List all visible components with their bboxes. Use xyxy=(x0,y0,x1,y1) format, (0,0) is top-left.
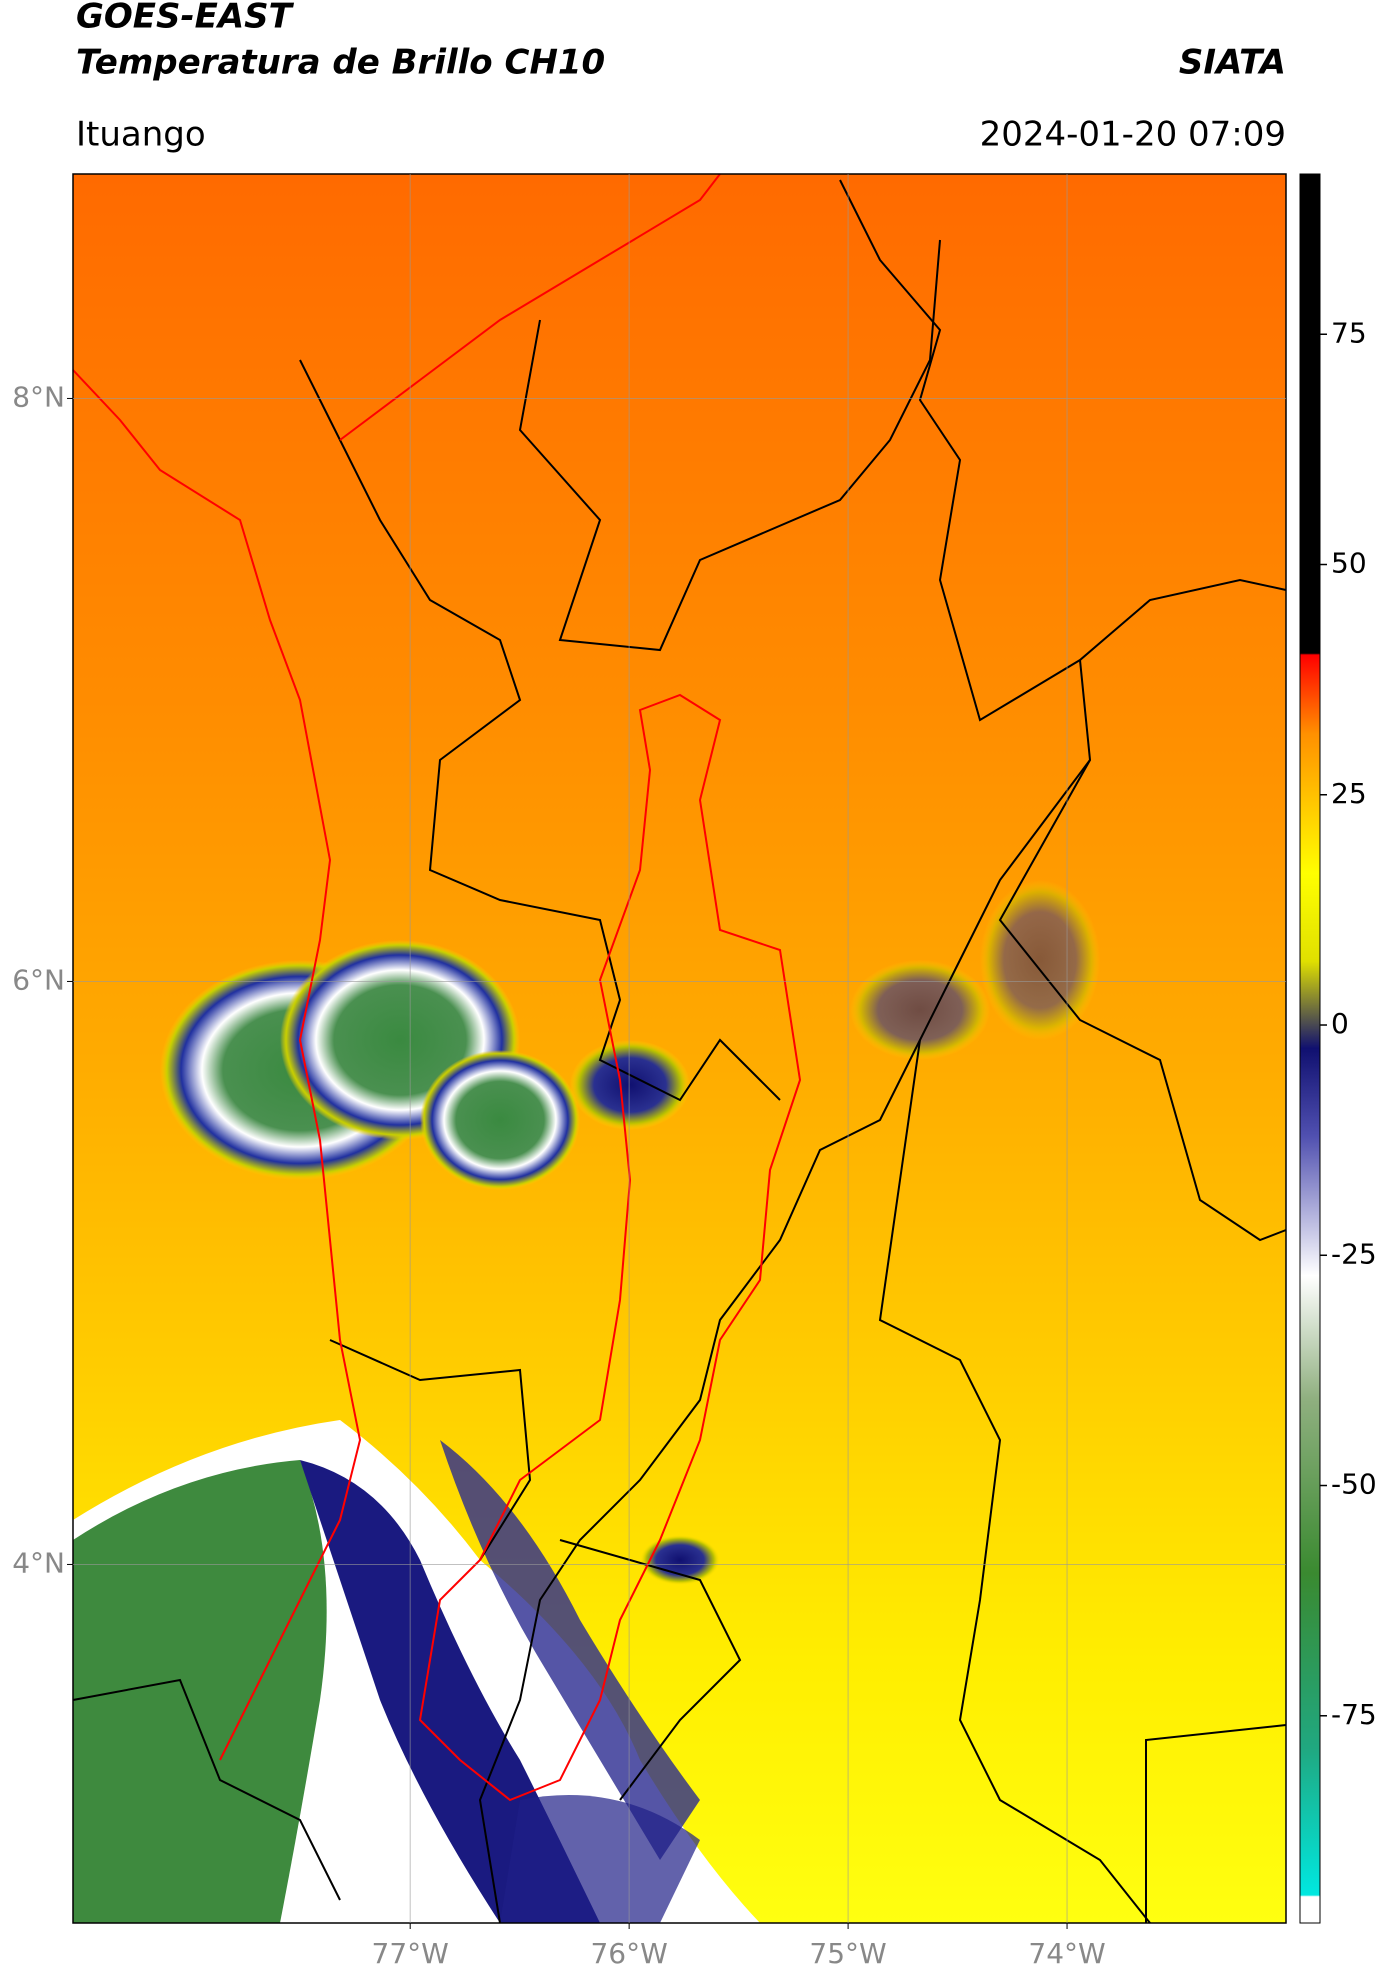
x-tick-label: 75°W xyxy=(809,1937,886,1970)
map-image xyxy=(73,174,1286,1923)
x-tick-label: 74°W xyxy=(1028,1937,1105,1970)
y-tick-label: 6°N xyxy=(12,963,65,996)
region-borders xyxy=(72,173,802,1802)
colorbar xyxy=(1299,173,1321,1924)
x-tick-label: 77°W xyxy=(372,1937,449,1970)
colorbar-label: 50 xyxy=(1331,547,1367,580)
y-tick-label: 4°N xyxy=(12,1546,65,1579)
y-tick-label: 8°N xyxy=(12,380,65,413)
title-line-1: GOES-EAST xyxy=(76,0,295,37)
title-line-2: Temperatura de Brillo CH10 xyxy=(76,43,605,83)
timestamp: 2024-01-20 07:09 xyxy=(980,115,1286,155)
source: SIATA xyxy=(1179,43,1286,83)
colorbar-label: 75 xyxy=(1331,316,1367,349)
borders xyxy=(72,179,1287,1924)
colorbar-label: 25 xyxy=(1331,777,1367,810)
colorbar-label: 0 xyxy=(1331,1007,1349,1040)
x-tick-label: 76°W xyxy=(590,1937,667,1970)
map-frame xyxy=(72,173,1287,1924)
location: Ituango xyxy=(76,115,206,155)
colorbar-label: -75 xyxy=(1331,1698,1377,1731)
colorbar-label: -25 xyxy=(1331,1237,1377,1270)
colorbar-label: -50 xyxy=(1331,1468,1377,1501)
